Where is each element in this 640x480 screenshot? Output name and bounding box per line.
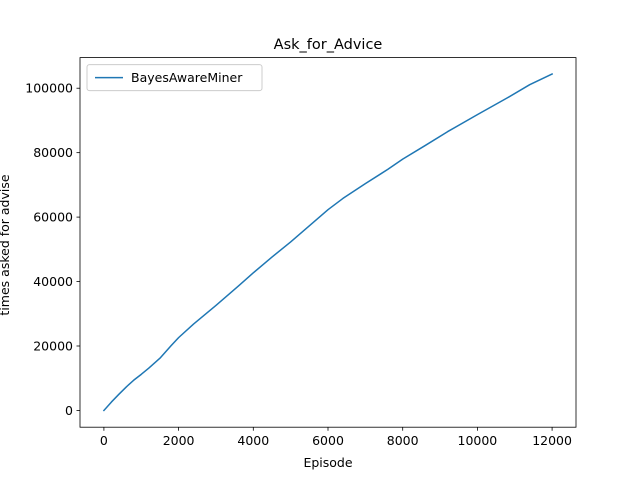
x-tick-label: 10000 <box>458 433 498 448</box>
y-tick-label: 40000 <box>33 274 73 289</box>
y-axis-label: times asked for advise <box>0 174 12 315</box>
y-tick-label: 20000 <box>33 338 73 353</box>
chart-title: Ask_for_Advice <box>274 37 383 53</box>
x-axis-label: Episode <box>303 455 352 470</box>
legend: BayesAwareMiner <box>86 64 263 92</box>
x-tick-label: 8000 <box>387 433 419 448</box>
x-tick-label: 6000 <box>312 433 344 448</box>
y-tick-label: 100000 <box>25 81 73 96</box>
x-tick-label: 12000 <box>532 433 572 448</box>
x-axis: 0 2000 4000 6000 8000 10000 12000 <box>100 427 572 448</box>
x-tick-label: 2000 <box>163 433 195 448</box>
y-tick-label: 60000 <box>33 210 73 225</box>
y-tick-label: 0 <box>65 403 73 418</box>
y-tick-label: 80000 <box>33 145 73 160</box>
x-tick-label: 4000 <box>237 433 269 448</box>
y-axis: 0 20000 40000 60000 80000 100000 <box>25 81 80 418</box>
series-line-0 <box>102 73 554 412</box>
legend-label: BayesAwareMiner <box>131 70 243 85</box>
legend-box <box>86 64 263 92</box>
x-tick-label: 0 <box>100 433 108 448</box>
